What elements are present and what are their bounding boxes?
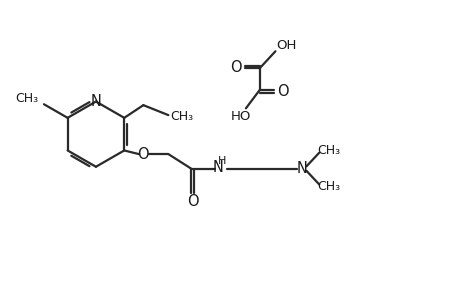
Text: O: O <box>186 194 198 209</box>
Text: O: O <box>277 84 288 99</box>
Text: OH: OH <box>276 39 297 52</box>
Text: CH₃: CH₃ <box>15 92 38 105</box>
Text: N: N <box>90 94 101 109</box>
Text: N: N <box>213 160 223 175</box>
Text: H: H <box>217 156 226 166</box>
Text: HO: HO <box>230 110 250 123</box>
Text: CH₃: CH₃ <box>316 180 339 193</box>
Text: O: O <box>137 147 149 162</box>
Text: CH₃: CH₃ <box>316 144 339 157</box>
Text: CH₃: CH₃ <box>170 110 193 123</box>
Text: N: N <box>296 161 307 176</box>
Text: O: O <box>230 60 241 75</box>
